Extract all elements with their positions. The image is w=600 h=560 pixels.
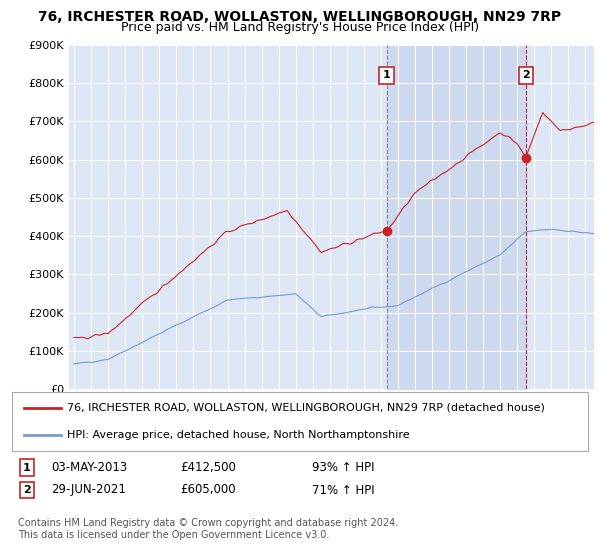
Text: 1: 1 <box>23 463 31 473</box>
Text: 76, IRCHESTER ROAD, WOLLASTON, WELLINGBOROUGH, NN29 7RP: 76, IRCHESTER ROAD, WOLLASTON, WELLINGBO… <box>38 10 562 24</box>
Text: 76, IRCHESTER ROAD, WOLLASTON, WELLINGBOROUGH, NN29 7RP (detached house): 76, IRCHESTER ROAD, WOLLASTON, WELLINGBO… <box>67 403 545 413</box>
Text: Price paid vs. HM Land Registry's House Price Index (HPI): Price paid vs. HM Land Registry's House … <box>121 21 479 34</box>
Text: 93% ↑ HPI: 93% ↑ HPI <box>312 461 374 474</box>
Text: £605,000: £605,000 <box>180 483 236 497</box>
Text: 2: 2 <box>23 485 31 495</box>
Text: 1: 1 <box>383 71 391 81</box>
Text: 03-MAY-2013: 03-MAY-2013 <box>51 461 127 474</box>
Text: HPI: Average price, detached house, North Northamptonshire: HPI: Average price, detached house, Nort… <box>67 430 409 440</box>
Text: 2: 2 <box>522 71 530 81</box>
Text: £412,500: £412,500 <box>180 461 236 474</box>
FancyBboxPatch shape <box>12 392 588 451</box>
Text: 29-JUN-2021: 29-JUN-2021 <box>51 483 126 497</box>
Text: Contains HM Land Registry data © Crown copyright and database right 2024.
This d: Contains HM Land Registry data © Crown c… <box>18 518 398 540</box>
Text: 71% ↑ HPI: 71% ↑ HPI <box>312 483 374 497</box>
